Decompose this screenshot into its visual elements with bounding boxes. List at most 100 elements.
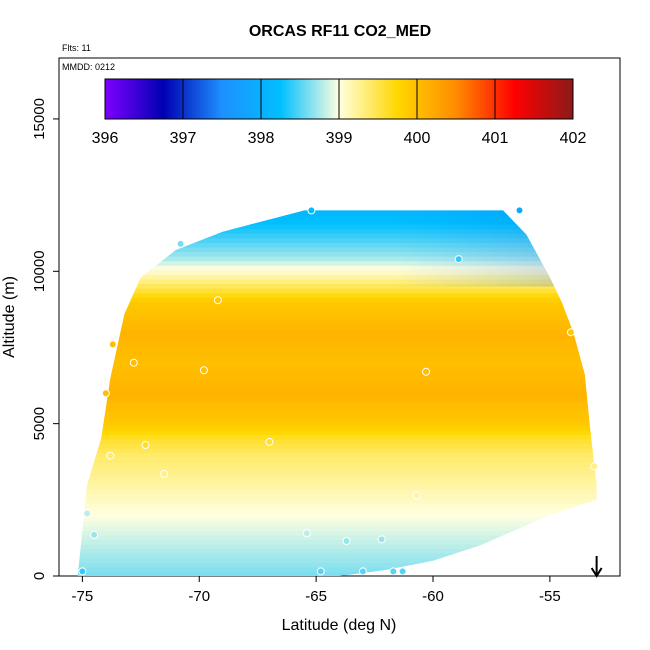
sample-point [566,328,575,337]
field-band [77,571,597,576]
field-band [77,452,597,458]
field-band [77,448,597,454]
y-axis-title: Altitude (m) [1,276,18,358]
sample-point [106,451,115,460]
field-band [77,475,597,481]
field-band [77,393,597,399]
field-band [77,292,597,298]
field-band [77,379,597,385]
sample-points [78,206,599,576]
sample-point [398,567,407,576]
sample-point [141,441,150,449]
sample-point [108,340,117,349]
sample-point [412,491,421,500]
sample-point [389,567,398,576]
field-band [77,361,597,367]
field-band [77,310,597,317]
field-band [77,484,597,490]
field-band [77,521,597,527]
sample-point [160,469,169,478]
y-tick-label: 15000 [31,98,48,140]
field-band [77,306,597,312]
sample-point [316,567,325,576]
sample-point [101,389,110,398]
colorbar-ticks: 396 397 398 399 400 401 402 [92,79,587,147]
field-band [77,329,597,335]
field-band [77,438,597,445]
x-axis: -75 -70 -65 -60 -55 [72,576,561,605]
sample-point [199,366,208,375]
co2-field [77,210,597,576]
field-band [77,544,597,550]
colorbar-tick-label: 399 [326,130,353,147]
field-band [77,534,597,541]
field-band [77,457,597,463]
field-band [77,416,597,422]
field-band [77,420,597,426]
sample-point [176,239,185,248]
sample-point [422,367,430,376]
sample-point [377,535,386,544]
x-tick-label: -75 [72,588,94,605]
field-band [77,548,597,554]
sample-point [307,206,316,215]
colorbar-tick-label: 398 [248,130,275,147]
colorbar-tick-label: 402 [560,130,587,147]
colorbar-tick-label: 401 [482,130,509,147]
field-band [77,553,597,559]
field-band [77,562,597,568]
field-band [77,434,597,440]
field-band [77,461,597,467]
field-band [77,288,597,294]
field-band [77,502,597,509]
field-band [77,338,597,344]
field-band [77,516,597,522]
x-axis-title: Latitude (deg N) [282,617,397,634]
field-band [77,466,597,472]
field-band [77,530,597,536]
field-band [77,384,597,390]
sample-point [590,462,599,471]
field-band [77,301,597,307]
field-band [77,397,597,403]
field-band [77,347,597,353]
field-band [77,489,597,495]
field-band [77,356,597,362]
field-band [77,333,597,339]
field-band [77,525,597,531]
field-band [77,507,597,513]
field-band [77,315,597,321]
sample-point [454,255,463,264]
field-band [77,557,597,563]
sample-point [265,437,274,446]
field-band [77,429,597,435]
field-band [77,566,597,573]
field-band [77,370,597,376]
field-band [77,539,597,545]
y-tick-label: 0 [31,572,48,580]
y-tick-label: 10000 [31,250,48,292]
field-band [77,320,597,326]
sample-point [90,530,99,539]
sample-point [129,358,138,367]
y-tick-label: 5000 [31,407,48,440]
field-band [77,352,597,358]
field-band [77,406,597,413]
field-band [77,443,597,449]
field-band [77,374,597,381]
sample-point [78,567,87,576]
colorbar-tick-label: 400 [404,130,431,147]
x-tick-label: -60 [422,588,444,605]
arrow-head [590,567,603,578]
y-axis: 0 5000 10000 15000 [31,98,59,580]
sample-point [342,537,351,545]
field-band [77,388,597,394]
field-band [77,425,597,431]
direction-arrow [590,556,603,578]
sample-point [358,567,367,576]
field-band [77,493,597,499]
sample-point [83,509,92,518]
date-note: MMDD: 0212 [62,62,115,72]
flights-note: Flts: 11 [62,43,91,53]
